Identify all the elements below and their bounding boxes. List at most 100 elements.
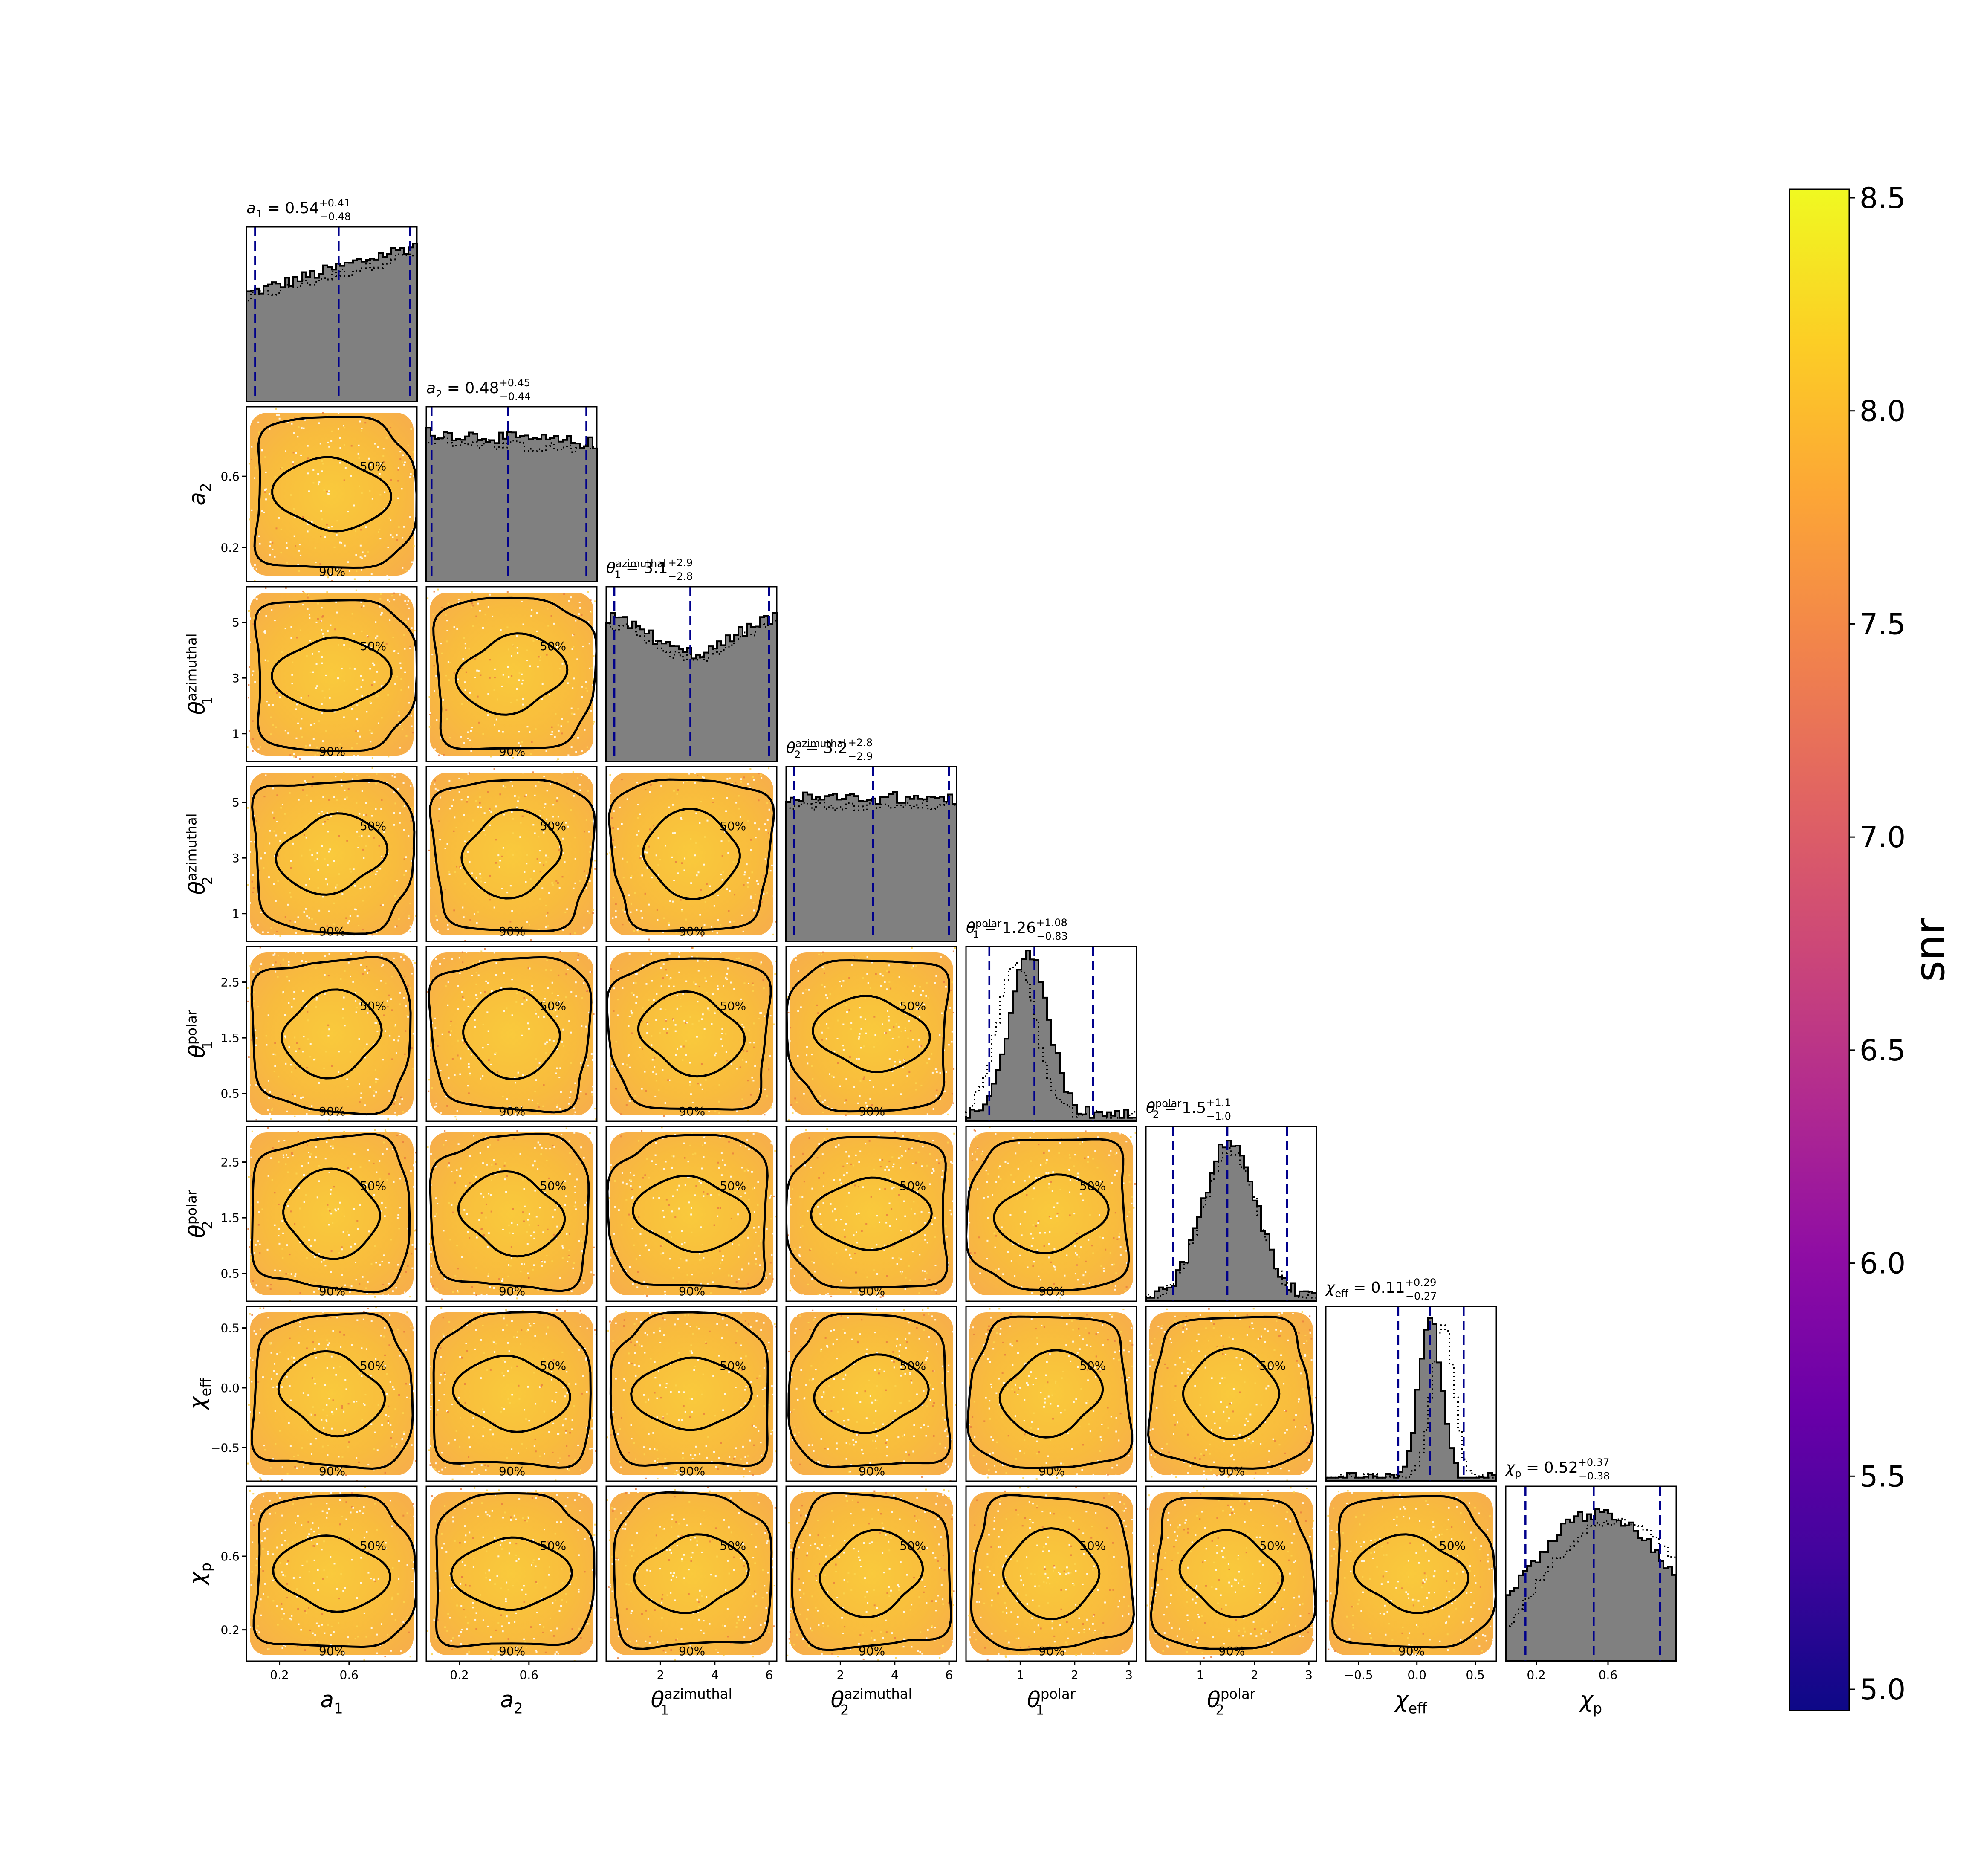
contour-50 xyxy=(275,812,389,896)
panel-frame xyxy=(965,1126,1137,1302)
colorbar-tick-label: 6.5 xyxy=(1860,1034,1906,1068)
contour-50 xyxy=(272,1534,391,1613)
histogram-title-th1az: θazimuthal 1 = 3.1+2.9 −2.8 xyxy=(606,557,693,582)
xlabel-a1: a1 xyxy=(320,1687,343,1717)
xlabel-th2pol: θpolar 2 xyxy=(1207,1686,1256,1718)
scatter-a2-vs-th2az: 50% 90% xyxy=(425,766,598,942)
xtick-label: 2 xyxy=(657,1668,664,1682)
contour-label-90: 90% xyxy=(859,1104,885,1118)
scatter-points: 50% 90% xyxy=(606,947,777,1121)
scatter-a1-vs-th2pol: 50% 90% 0.5 1.5 2.5 θpolar2 xyxy=(183,1126,418,1302)
scatter-points: 50% 90% xyxy=(247,407,417,582)
scatter-th2pol-vs-chip: 50% 90% 1 2 3 θpolar 2 xyxy=(1145,1485,1317,1718)
contour-50 xyxy=(813,1353,930,1434)
xlabel-chip: χp xyxy=(1579,1687,1602,1717)
contour-50 xyxy=(993,1173,1110,1254)
contour-label-90: 90% xyxy=(499,744,525,759)
contour-label-90: 90% xyxy=(319,1104,345,1118)
histogram-bars-th2pol xyxy=(1145,1140,1317,1302)
contour-label-90: 90% xyxy=(319,924,345,938)
ytick-label: 0.2 xyxy=(220,541,240,555)
ylabel-chip: χp xyxy=(185,1563,214,1586)
histogram-title-a2: a2 = 0.48+0.45 −0.44 xyxy=(426,377,531,402)
xlabel-th2az: θazimuthal 2 xyxy=(830,1686,912,1718)
xlabel-a2: a2 xyxy=(500,1687,523,1717)
ytick-label: 2.5 xyxy=(220,976,240,990)
contour-label-50: 50% xyxy=(1079,1539,1106,1553)
panel-frame xyxy=(246,1306,418,1482)
scatter-chieff-vs-chip: 50% 90% −0.5 0.0 0.5 χeff xyxy=(1325,1485,1497,1717)
xtick-label: 6 xyxy=(765,1668,773,1682)
histogram-th1pol: θpolar 1 = 1.26+1.08 −0.83 xyxy=(965,917,1137,1122)
panel-frame xyxy=(785,1485,957,1662)
xlabel-th1pol: θpolar 1 xyxy=(1027,1686,1076,1718)
contour-label-50: 50% xyxy=(1079,1359,1106,1373)
panel-frame xyxy=(965,1485,1137,1662)
scatter-points: 50% 90% xyxy=(966,1307,1137,1481)
panel-frame xyxy=(425,406,598,582)
contour-50 xyxy=(454,632,569,716)
contour-label-90: 90% xyxy=(499,1284,525,1298)
histogram-title-chieff: χeff = 0.11+0.29 −0.27 xyxy=(1325,1277,1437,1302)
xtick-label: 1 xyxy=(1196,1668,1204,1682)
contour-50 xyxy=(642,808,741,900)
contour-label-50: 50% xyxy=(540,1539,566,1553)
scatter-th2pol-vs-chieff: 50% 90% xyxy=(1145,1306,1317,1482)
contour-50 xyxy=(457,1170,566,1258)
contour-label-90: 90% xyxy=(499,1644,525,1658)
contour-90 xyxy=(250,956,412,1116)
scatter-points: 50% 90% xyxy=(426,1307,597,1481)
contour-50 xyxy=(281,988,383,1080)
ytick-label: 0.2 xyxy=(220,1623,240,1637)
ylabel-chieff: χeff xyxy=(185,1378,214,1411)
scatter-a2-vs-th2pol: 50% 90% xyxy=(425,1126,598,1302)
contour-label-90: 90% xyxy=(499,1104,525,1118)
contour-90 xyxy=(253,415,417,569)
contour-90 xyxy=(1147,1315,1314,1470)
panel-frame xyxy=(425,1485,598,1662)
ytick-label: 0.0 xyxy=(220,1381,240,1395)
contour-label-50: 50% xyxy=(900,999,926,1013)
contour-50 xyxy=(1178,1529,1284,1618)
xtick-label: 0.6 xyxy=(1599,1668,1618,1682)
panel-frame xyxy=(1145,1306,1317,1482)
contour-50 xyxy=(450,1536,573,1611)
scatter-th1az-vs-th2pol: 50% 90% xyxy=(605,1126,778,1302)
scatter-points: 50% 90% xyxy=(246,767,417,941)
scatter-points: 50% 90% xyxy=(246,1306,417,1481)
scatter-th2az-vs-chieff: 50% 90% xyxy=(785,1306,957,1482)
contour-50 xyxy=(282,1167,381,1260)
colorbar-tick-label: 7.5 xyxy=(1860,608,1906,641)
histogram-prior-chip xyxy=(1505,1517,1676,1661)
contour-label-90: 90% xyxy=(679,1464,705,1478)
scatter-points: 50% 90% xyxy=(427,1486,597,1661)
contour-label-90: 90% xyxy=(319,744,345,759)
contour-90 xyxy=(251,1133,411,1294)
panel-frame xyxy=(1325,1306,1497,1482)
histogram-th1az: θazimuthal 1 = 3.1+2.9 −2.8 xyxy=(605,557,778,762)
contour-label-90: 90% xyxy=(1038,1644,1065,1658)
colorbar-tick-label: 6.0 xyxy=(1860,1247,1906,1281)
contour-label-90: 90% xyxy=(679,1284,705,1298)
colorbar-gradient xyxy=(1789,188,1850,1711)
contour-50 xyxy=(462,987,561,1080)
panel-frame xyxy=(605,1306,778,1482)
scatter-th1pol-vs-chieff: 50% 90% xyxy=(965,1306,1137,1482)
xtick-label: 4 xyxy=(711,1668,719,1682)
contour-label-50: 50% xyxy=(360,999,386,1013)
panel-frame xyxy=(425,1126,598,1302)
colorbar-tick-label: 8.0 xyxy=(1860,395,1906,428)
xtick-label: 6 xyxy=(945,1668,953,1682)
panel-frame xyxy=(605,946,778,1122)
contour-label-90: 90% xyxy=(859,1284,885,1298)
panel-frame xyxy=(246,586,418,762)
xtick-label: 2 xyxy=(1071,1668,1079,1682)
ylabel-a2: a2 xyxy=(185,483,214,505)
contour-50 xyxy=(277,1350,386,1438)
ytick-label: 0.5 xyxy=(220,1267,240,1281)
panel-frame xyxy=(605,1485,778,1662)
xtick-label: 1 xyxy=(1016,1668,1024,1682)
contour-50 xyxy=(1182,1347,1281,1440)
scatter-th1pol-vs-th2pol: 50% 90% xyxy=(965,1126,1137,1302)
contour-label-90: 90% xyxy=(679,1104,705,1118)
